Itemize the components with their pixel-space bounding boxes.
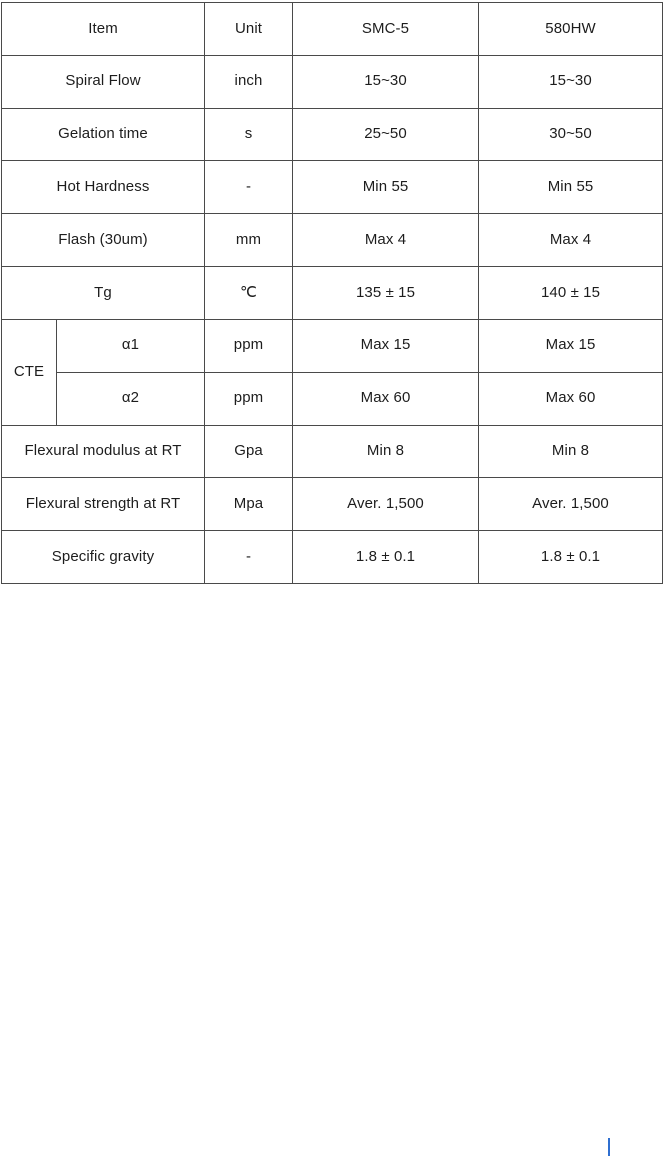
cell-item: α2 [55, 371, 206, 426]
cell-item: Spiral Flow [0, 54, 206, 109]
table-row: Flash (30um) mm Max 4 Max 4 [0, 213, 663, 268]
cell-item: α1 [55, 318, 206, 373]
cell-unit: ppm [204, 371, 294, 426]
column-header-unit: Unit [204, 2, 294, 56]
cell-580hw: Max 60 [478, 371, 663, 426]
cell-item: Flexural modulus at RT [0, 424, 206, 479]
material-spec-table: Item Unit SMC-5 580HW Spiral Flow inch 1… [0, 2, 663, 584]
cell-smc5: Max 4 [292, 213, 480, 268]
cell-item: Gelation time [0, 107, 206, 162]
column-header-item: Item [0, 2, 206, 56]
table-row: Flexural strength at RT Mpa Aver. 1,500 … [0, 477, 663, 532]
cell-unit: s [204, 107, 294, 162]
table-row: Tg ℃ 135 ± 15 140 ± 15 [0, 266, 663, 320]
column-header-smc5: SMC-5 [292, 2, 480, 56]
table-row-cte-alpha1: CTE α1 ppm Max 15 Max 15 [1, 318, 663, 426]
cell-unit: inch [204, 54, 294, 109]
cell-580hw: Aver. 1,500 [478, 477, 663, 532]
table-row: Flexural modulus at RT Gpa Min 8 Min 8 [0, 424, 663, 479]
cell-unit: mm [204, 213, 294, 268]
cell-item: Flexural strength at RT [0, 477, 206, 532]
table-row: Specific gravity - 1.8 ± 0.1 1.8 ± 0.1 [0, 530, 663, 584]
cell-580hw: Max 15 [478, 318, 663, 373]
cell-item: Specific gravity [0, 530, 206, 584]
cell-smc5: Aver. 1,500 [292, 477, 480, 532]
cell-unit: ℃ [204, 266, 294, 320]
cell-580hw: Max 4 [478, 213, 663, 268]
table-row: Gelation time s 25~50 30~50 [0, 107, 663, 162]
cell-580hw: Min 55 [478, 160, 663, 215]
cell-smc5: Min 55 [292, 160, 480, 215]
cell-unit: Mpa [204, 477, 294, 532]
cell-smc5: 15~30 [292, 54, 480, 109]
cell-580hw: 140 ± 15 [478, 266, 663, 320]
text-caret-artifact [608, 1138, 610, 1156]
cell-unit: - [204, 160, 294, 215]
table-row: Spiral Flow inch 15~30 15~30 [0, 54, 663, 109]
spec-table-container: Item Unit SMC-5 580HW Spiral Flow inch 1… [0, 2, 663, 584]
cell-580hw: 30~50 [478, 107, 663, 162]
cell-item: Flash (30um) [0, 213, 206, 268]
table-header-row: Item Unit SMC-5 580HW [0, 2, 663, 56]
cell-unit: - [204, 530, 294, 584]
cell-smc5: 1.8 ± 0.1 [292, 530, 480, 584]
table-row-cte-alpha2: α2 ppm Max 60 Max 60 [2, 371, 663, 426]
cell-580hw: 1.8 ± 0.1 [478, 530, 663, 584]
cell-580hw: 15~30 [478, 54, 663, 109]
cell-item: Tg [0, 266, 206, 320]
column-header-580hw: 580HW [478, 2, 663, 56]
cell-smc5: 25~50 [292, 107, 480, 162]
cell-unit: Gpa [204, 424, 294, 479]
cell-580hw: Min 8 [478, 424, 663, 479]
cell-smc5: Min 8 [292, 424, 480, 479]
cell-smc5: Max 60 [292, 371, 480, 426]
table-row: Hot Hardness - Min 55 Min 55 [0, 160, 663, 215]
cell-smc5: 135 ± 15 [292, 266, 480, 320]
cell-unit: ppm [204, 318, 294, 373]
cell-item: Hot Hardness [0, 160, 206, 215]
cell-smc5: Max 15 [292, 318, 480, 373]
cell-group-label-cte: CTE [1, 318, 57, 426]
